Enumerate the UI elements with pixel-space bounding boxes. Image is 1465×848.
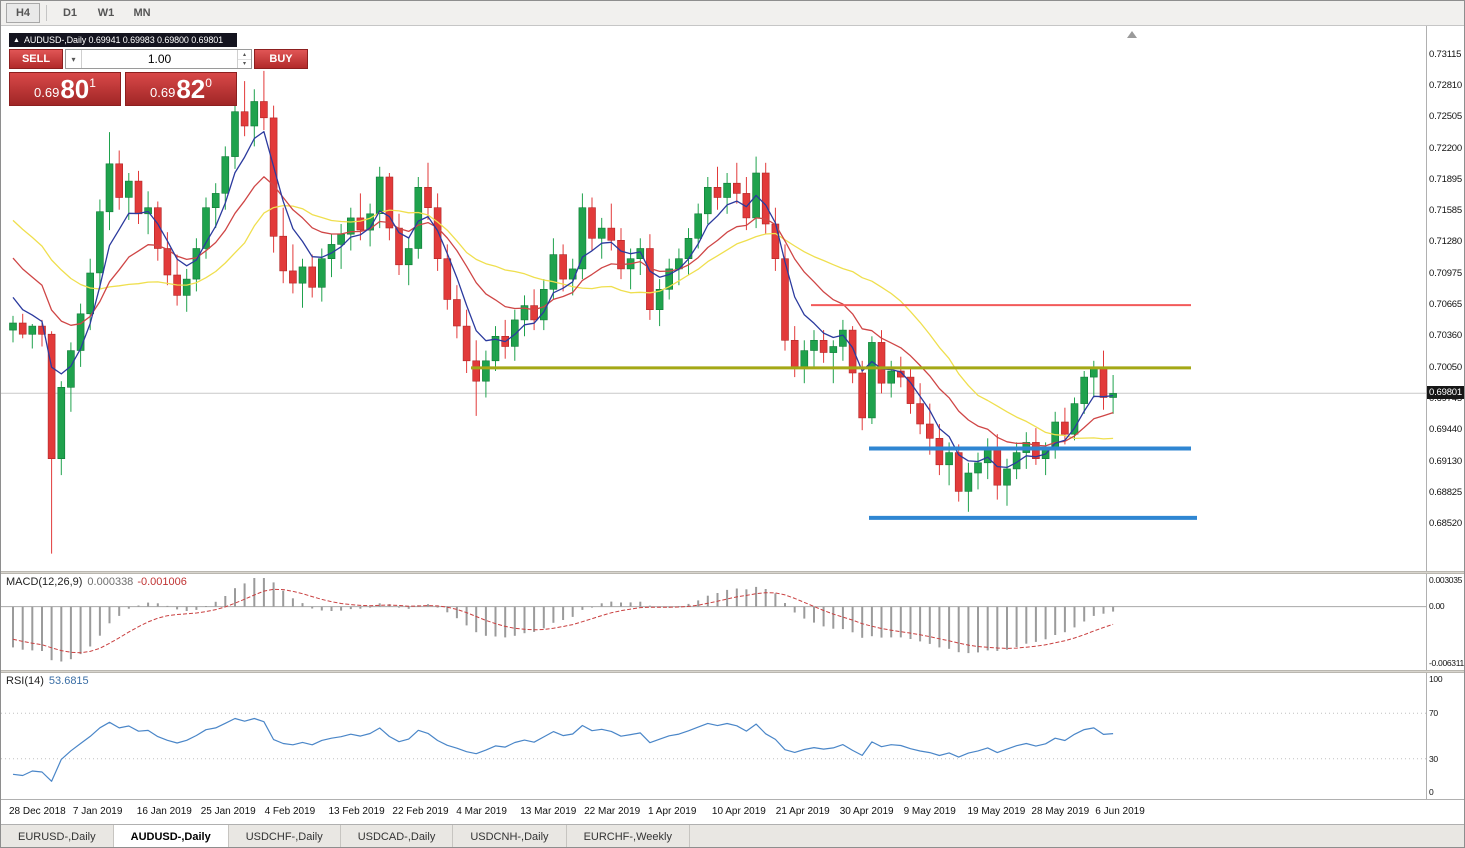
date-axis-label: 21 Apr 2019: [775, 806, 830, 817]
timeframe-buttons: H4 D1 W1 MN: [6, 3, 159, 23]
date-axis-label: 19 May 2019: [967, 806, 1026, 817]
chart-tab-usdcnh-daily[interactable]: USDCNH-,Daily: [453, 825, 567, 847]
sell-button[interactable]: SELL: [9, 49, 63, 69]
date-axis-label: 28 Dec 2018: [9, 806, 66, 817]
date-axis-label: 7 Jan 2019: [72, 806, 123, 817]
macd-scale-min: -0.006311: [1429, 658, 1464, 668]
date-axis-label: 6 Jun 2019: [1095, 806, 1145, 817]
rsi-chart[interactable]: [1, 673, 1426, 799]
price-scale-label: 0.73115: [1429, 49, 1462, 61]
price-scale-label: 0.69130: [1429, 455, 1462, 467]
date-axis-label: 1 Apr 2019: [648, 806, 697, 817]
rsi-scale[interactable]: 100 70 30 0: [1426, 673, 1464, 799]
price-scale-label: 0.72505: [1429, 111, 1462, 123]
date-axis-label: 22 Feb 2019: [392, 806, 449, 817]
volume-increase-icon[interactable]: ▴: [238, 50, 251, 60]
price-scale-label: 0.68520: [1429, 518, 1462, 530]
price-scale-label: 0.70050: [1429, 361, 1462, 373]
price-scale-label: 0.71895: [1429, 173, 1462, 185]
rsi-value: 53.6815: [48, 675, 89, 687]
macd-signal-value: -0.001006: [137, 576, 187, 588]
macd-panel: MACD(12,26,9) 0.000338 -0.001006 0.003035 …: [1, 574, 1464, 670]
date-axis-label: 13 Feb 2019: [328, 806, 385, 817]
date-axis-label: 13 Mar 2019: [520, 806, 577, 817]
price-scale-label: 0.71585: [1429, 205, 1462, 217]
date-axis-label: 10 Apr 2019: [711, 806, 766, 817]
chart-tab-usdcad-daily[interactable]: USDCAD-,Daily: [340, 825, 454, 847]
price-chart-panel: 0.69801 0.73115 0.72810 0.72505 0.72200 0.71…: [1, 26, 1464, 571]
volume-decrease-icon[interactable]: ▾: [242, 61, 246, 68]
timeframe-button-h4[interactable]: H4: [6, 3, 40, 23]
chart-tab-audusd-daily[interactable]: AUDUSD-,Daily: [113, 825, 229, 847]
macd-label: MACD(12,26,9): [6, 576, 83, 588]
rsi-panel: RSI(14) 53.6815 100 70 30 0: [1, 673, 1464, 799]
buy-button[interactable]: BUY: [254, 49, 308, 69]
sell-price-big: 80: [60, 74, 90, 104]
panel-splitter[interactable]: [1, 571, 1464, 574]
timeframe-button-mn[interactable]: MN: [133, 7, 151, 19]
volume-dropdown-icon[interactable]: ▾: [66, 50, 82, 68]
toolbar-separator: [46, 5, 47, 21]
volume-input[interactable]: [82, 50, 237, 68]
chart-tab-usdchf-daily[interactable]: USDCHF-,Daily: [228, 825, 341, 847]
rsi-scale-30: 30: [1429, 753, 1438, 764]
price-scale-label: 0.71280: [1429, 236, 1462, 248]
rsi-header: RSI(14) 53.6815: [6, 675, 89, 687]
buy-price-prefix: 0.69: [150, 85, 176, 100]
price-scale-label: 0.70360: [1429, 330, 1462, 342]
panel-splitter[interactable]: [1, 670, 1464, 673]
price-scale-label: 0.69440: [1429, 424, 1462, 436]
price-scale[interactable]: 0.69801 0.73115 0.72810 0.72505 0.72200 0.71…: [1426, 26, 1464, 571]
date-axis-label: 25 Jan 2019: [200, 806, 256, 817]
candlestick-chart[interactable]: [1, 26, 1426, 571]
chart-shift-marker-icon[interactable]: [1127, 31, 1137, 38]
volume-stepper: ▴ ▾: [237, 50, 251, 68]
date-axis-label: 28 May 2019: [1031, 806, 1090, 817]
sell-price-button[interactable]: 0.69 80 1: [9, 72, 121, 106]
price-scale-label: 0.70665: [1429, 299, 1462, 311]
timeframe-button-d1[interactable]: D1: [62, 7, 78, 19]
price-scale-label: 0.68825: [1429, 486, 1462, 498]
rsi-label: RSI(14): [6, 675, 44, 687]
buy-price-big: 82: [176, 74, 206, 104]
chart-tab-eurchf-weekly[interactable]: EURCHF-,Weekly: [566, 825, 690, 847]
macd-value: 0.000338: [87, 576, 134, 588]
collapse-triangle-icon[interactable]: ▲: [13, 36, 20, 44]
rsi-scale-70: 70: [1429, 708, 1438, 719]
rsi-scale-0: 0: [1429, 787, 1434, 797]
macd-scale-zero: 0.00: [1429, 600, 1445, 611]
date-axis-label: 9 May 2019: [903, 806, 956, 817]
date-axis-label: 16 Jan 2019: [136, 806, 192, 817]
sell-price-prefix: 0.69: [34, 85, 60, 100]
date-axis-label: 22 Mar 2019: [584, 806, 641, 817]
trade-widget-header[interactable]: ▲ AUDUSD-,Daily 0.69941 0.69983 0.69800 …: [9, 33, 237, 47]
macd-chart[interactable]: [1, 574, 1426, 670]
current-price-badge: 0.69801: [1427, 386, 1464, 400]
volume-control: ▾ ▴ ▾: [65, 49, 252, 69]
timeframe-toolbar: H4 D1 W1 MN: [1, 1, 1464, 26]
macd-scale[interactable]: 0.003035 0.00 -0.006311: [1426, 574, 1464, 670]
buy-price-pipette: 0: [205, 75, 212, 90]
sell-price-pipette: 1: [89, 75, 96, 90]
one-click-trading-widget: ▲ AUDUSD-,Daily 0.69941 0.69983 0.69800 …: [9, 33, 308, 106]
macd-header: MACD(12,26,9) 0.000338 -0.001006: [6, 576, 187, 588]
chart-tab-eurusd-daily[interactable]: EURUSD-,Daily: [1, 825, 114, 847]
price-scale-label: 0.70975: [1429, 267, 1462, 279]
timeframe-button-w1[interactable]: W1: [97, 7, 115, 19]
chart-tabs: EURUSD-,Daily AUDUSD-,Daily USDCHF-,Daily U…: [1, 824, 1464, 847]
price-scale-label: 0.72810: [1429, 80, 1462, 92]
price-scale-label: 0.72200: [1429, 142, 1462, 154]
chart-symbol-ohlc-title: AUDUSD-,Daily 0.69941 0.69983 0.69800 0.…: [23, 35, 224, 45]
date-axis[interactable]: 28 Dec 2018 7 Jan 2019 16 Jan 2019 25 Jan 2…: [1, 799, 1464, 824]
buy-price-button[interactable]: 0.69 82 0: [125, 72, 237, 106]
date-axis-label: 30 Apr 2019: [839, 806, 894, 817]
date-axis-label: 4 Feb 2019: [264, 806, 316, 817]
rsi-scale-100: 100: [1429, 674, 1443, 684]
macd-scale-max: 0.003035: [1429, 575, 1463, 585]
date-axis-label: 4 Mar 2019: [456, 806, 507, 817]
